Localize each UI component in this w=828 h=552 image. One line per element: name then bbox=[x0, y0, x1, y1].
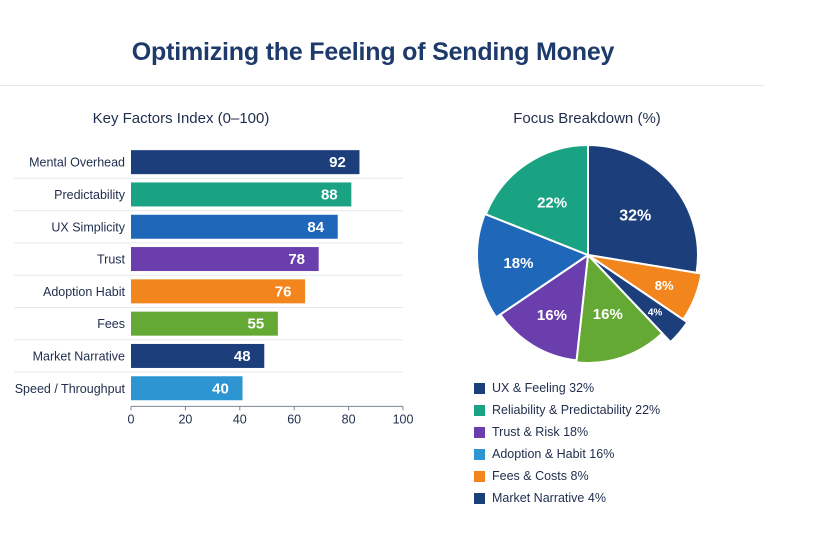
title-divider bbox=[0, 85, 764, 86]
bar bbox=[131, 376, 243, 401]
pie-slice bbox=[575, 254, 664, 364]
category-label: Market Narrative bbox=[33, 349, 125, 363]
pie-slice bbox=[484, 144, 589, 256]
category-label: UX Simplicity bbox=[51, 220, 125, 234]
legend-item: Fees & Costs 8% bbox=[474, 465, 660, 487]
legend-value: 4% bbox=[587, 491, 606, 505]
legend-value: 32% bbox=[569, 381, 595, 395]
bar-value-label: 78 bbox=[288, 251, 305, 268]
x-tick-label: 80 bbox=[342, 412, 356, 426]
category-label: Mental Overhead bbox=[29, 156, 125, 170]
pie-slice bbox=[476, 212, 589, 319]
pie-slice-label: 4% bbox=[648, 307, 663, 318]
legend-swatch bbox=[474, 470, 485, 482]
legend-value: 16% bbox=[589, 447, 615, 461]
legend-value: 8% bbox=[570, 469, 589, 483]
pie-slice-label: 16% bbox=[537, 307, 567, 324]
pie-slice bbox=[587, 254, 689, 344]
x-tick-label: 40 bbox=[233, 412, 247, 426]
x-tick-label: 20 bbox=[178, 412, 192, 426]
bar bbox=[131, 279, 306, 304]
legend-label: Trust & Risk bbox=[492, 425, 560, 439]
category-label: Fees bbox=[97, 317, 125, 331]
bar-value-label: 55 bbox=[248, 316, 265, 333]
legend-label: UX & Feeling bbox=[492, 381, 566, 395]
pie-legend: UX & Feeling 32% Reliability & Predictabi… bbox=[474, 377, 660, 509]
category-label: Predictability bbox=[54, 188, 126, 202]
bar-value-label: 92 bbox=[329, 154, 346, 171]
legend-swatch bbox=[474, 426, 485, 438]
pie-slice-label: 18% bbox=[503, 255, 533, 272]
page-title: Optimizing the Feeling of Sending Money bbox=[131, 38, 615, 66]
legend-item: Market Narrative 4% bbox=[474, 487, 660, 509]
legend-label: Reliability & Predictability bbox=[492, 403, 632, 417]
legend-value: 22% bbox=[635, 403, 661, 417]
bar bbox=[131, 214, 338, 239]
legend-swatch bbox=[474, 492, 485, 504]
legend-swatch bbox=[474, 448, 485, 460]
pie-slice bbox=[587, 144, 699, 274]
category-label: Adoption Habit bbox=[43, 285, 126, 299]
bar bbox=[131, 343, 265, 368]
legend-label: Fees & Costs bbox=[492, 469, 568, 483]
bar bbox=[131, 182, 352, 207]
pie-slice bbox=[499, 254, 589, 362]
pie-slice-label: 8% bbox=[655, 278, 674, 293]
legend-item: Reliability & Predictability 22% bbox=[474, 399, 660, 421]
legend-swatch bbox=[474, 382, 485, 394]
bar-value-label: 48 bbox=[234, 348, 251, 365]
legend-label: Adoption & Habit bbox=[492, 447, 586, 461]
category-label: Trust bbox=[97, 253, 126, 267]
x-tick-label: 60 bbox=[287, 412, 301, 426]
bar-value-label: 84 bbox=[307, 219, 324, 236]
legend-item: Adoption & Habit 16% bbox=[474, 443, 660, 465]
legend-swatch bbox=[474, 404, 485, 416]
bar bbox=[131, 311, 278, 336]
pie-slice-label: 22% bbox=[537, 194, 567, 211]
pie-slice-label: 16% bbox=[593, 306, 623, 323]
x-tick-label: 100 bbox=[393, 412, 414, 426]
legend-label: Market Narrative bbox=[492, 491, 585, 505]
bar-value-label: 76 bbox=[275, 283, 292, 300]
pie-chart-title: Focus Breakdown (%) bbox=[513, 110, 661, 127]
pie-slice-label: 32% bbox=[619, 207, 651, 224]
bar bbox=[131, 247, 319, 272]
legend-value: 18% bbox=[563, 425, 589, 439]
x-tick-label: 0 bbox=[128, 412, 135, 426]
category-label: Speed / Throughput bbox=[15, 382, 126, 396]
legend-item: Trust & Risk 18% bbox=[474, 421, 660, 443]
legend-item: UX & Feeling 32% bbox=[474, 377, 660, 399]
bar-value-label: 88 bbox=[321, 186, 338, 203]
bar-chart-title: Key Factors Index (0–100) bbox=[92, 110, 270, 127]
bar-value-label: 40 bbox=[212, 380, 229, 397]
bar bbox=[131, 150, 360, 175]
